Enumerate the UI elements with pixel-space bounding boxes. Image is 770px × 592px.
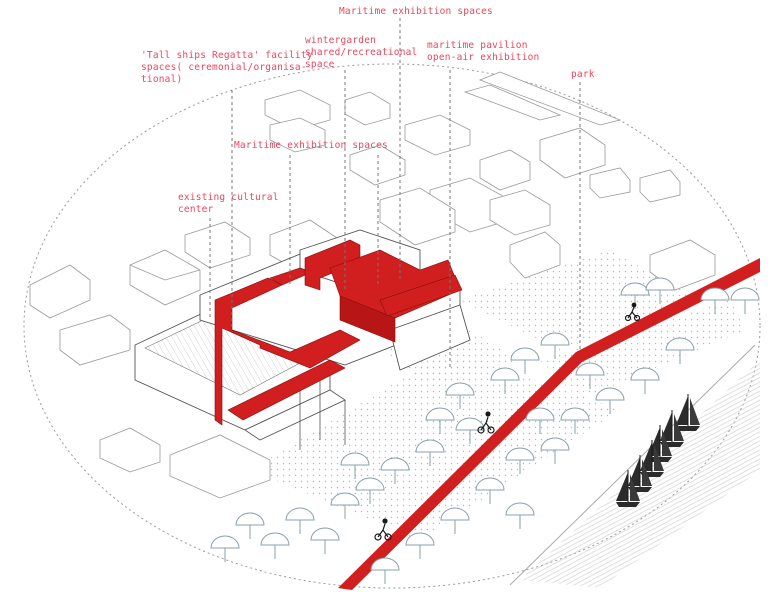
label-pavilion-line2: open-air exhibition	[427, 52, 539, 63]
label-maritime-exhibition-mid: Maritime exhibition spaces	[234, 140, 388, 151]
cyclist-icon	[624, 302, 641, 322]
label-wintergarden-line3: space	[305, 59, 335, 70]
label-tall-ships-line1: 'Tall ships Regatta' facility	[141, 50, 313, 61]
context-buildings	[29, 71, 716, 499]
tree-icon	[260, 532, 290, 560]
site-boundary	[23, 63, 761, 589]
cyclist-icon	[374, 518, 392, 541]
tree-icon	[730, 287, 760, 315]
label-park: park	[571, 69, 595, 80]
tree-icon	[505, 502, 535, 530]
tree-icon	[405, 532, 435, 560]
tree-icon	[235, 512, 265, 540]
annotation-labels: Maritime exhibition spaces 'Tall ships R…	[141, 6, 595, 215]
leader-lines	[209, 18, 581, 370]
waterfront-edge	[509, 344, 756, 586]
label-cultural-line2: center	[178, 204, 214, 215]
label-wintergarden-line2: shared/recreational	[305, 47, 417, 58]
label-tall-ships-line3: tional)	[141, 74, 182, 85]
tree-icon	[630, 367, 660, 395]
red-intervention	[214, 239, 463, 426]
cyclist-icon	[477, 411, 495, 434]
tree-icon	[210, 535, 240, 563]
label-wintergarden-line1: wintergarden	[305, 35, 376, 46]
tree-icon	[370, 557, 400, 585]
tree-icon	[310, 527, 340, 555]
tree-icon	[285, 507, 315, 535]
label-tall-ships-line2: spaces( ceremonial/organisa-	[141, 62, 307, 73]
label-pavilion-line1: maritime pavilion	[427, 40, 528, 51]
label-cultural-line1: existing cultural	[178, 192, 279, 203]
label-maritime-exhibition-top: Maritime exhibition spaces	[339, 6, 493, 17]
